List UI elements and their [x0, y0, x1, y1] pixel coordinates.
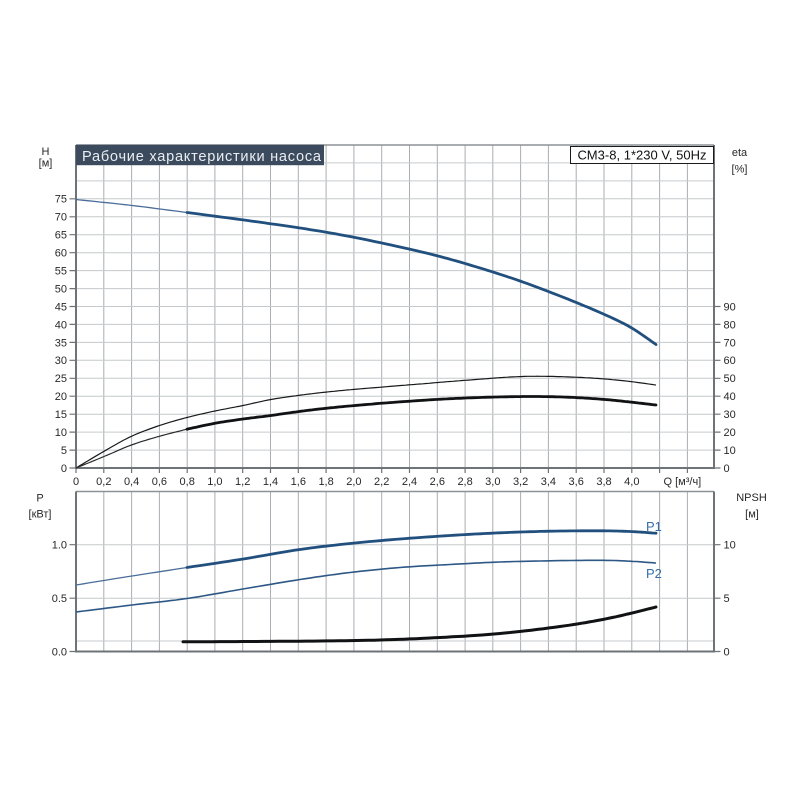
svg-text:90: 90 [724, 301, 736, 313]
svg-text:0.5: 0.5 [52, 593, 67, 605]
svg-text:Q [м³/ч]: Q [м³/ч] [664, 476, 702, 488]
svg-text:[%]: [%] [732, 164, 748, 176]
svg-text:50: 50 [55, 284, 67, 296]
svg-text:0,4: 0,4 [124, 476, 139, 488]
svg-text:[м]: [м] [39, 158, 53, 170]
svg-text:50: 50 [724, 373, 736, 385]
svg-text:25: 25 [55, 373, 67, 385]
svg-text:80: 80 [724, 319, 736, 331]
svg-text:70: 70 [724, 337, 736, 349]
svg-text:1,8: 1,8 [318, 476, 333, 488]
svg-text:20: 20 [55, 391, 67, 403]
svg-text:P: P [36, 493, 43, 505]
svg-text:1,2: 1,2 [235, 476, 250, 488]
svg-text:1,4: 1,4 [263, 476, 278, 488]
svg-text:1.0: 1.0 [52, 540, 67, 552]
svg-text:70: 70 [55, 212, 67, 224]
svg-text:35: 35 [55, 337, 67, 349]
svg-text:1,0: 1,0 [207, 476, 222, 488]
svg-text:4,0: 4,0 [624, 476, 639, 488]
svg-text:65: 65 [55, 230, 67, 242]
svg-text:2,6: 2,6 [430, 476, 445, 488]
svg-text:30: 30 [724, 409, 736, 421]
svg-text:2,0: 2,0 [346, 476, 361, 488]
svg-text:3,4: 3,4 [541, 476, 556, 488]
svg-text:Рабочие характеристики насоса: Рабочие характеристики насоса [82, 149, 322, 165]
svg-text:P1: P1 [646, 519, 662, 534]
svg-text:0: 0 [724, 463, 730, 475]
svg-text:40: 40 [55, 319, 67, 331]
svg-text:0,6: 0,6 [152, 476, 167, 488]
svg-text:75: 75 [55, 194, 67, 206]
svg-text:0,8: 0,8 [180, 476, 195, 488]
svg-text:0.0: 0.0 [52, 646, 67, 658]
svg-text:0,2: 0,2 [96, 476, 111, 488]
svg-text:3,8: 3,8 [596, 476, 611, 488]
svg-text:10: 10 [55, 427, 67, 439]
svg-text:СМ3-8, 1*230 V, 50Hz: СМ3-8, 1*230 V, 50Hz [578, 148, 707, 163]
svg-text:0: 0 [73, 476, 79, 488]
svg-text:2,4: 2,4 [402, 476, 417, 488]
svg-text:0: 0 [724, 646, 730, 658]
svg-text:15: 15 [55, 409, 67, 421]
svg-text:eta: eta [732, 147, 748, 159]
svg-text:40: 40 [724, 391, 736, 403]
svg-text:0: 0 [61, 463, 67, 475]
svg-text:[м]: [м] [745, 509, 759, 521]
svg-text:5: 5 [61, 445, 67, 457]
svg-text:60: 60 [724, 355, 736, 367]
svg-text:2,2: 2,2 [374, 476, 389, 488]
svg-text:NPSH: NPSH [736, 492, 767, 504]
svg-text:10: 10 [724, 540, 736, 552]
svg-text:1,6: 1,6 [291, 476, 306, 488]
svg-text:3,6: 3,6 [569, 476, 584, 488]
svg-text:[кВт]: [кВт] [29, 509, 52, 521]
svg-text:55: 55 [55, 266, 67, 278]
svg-text:10: 10 [724, 445, 736, 457]
svg-text:60: 60 [55, 248, 67, 260]
svg-text:2,8: 2,8 [457, 476, 472, 488]
svg-text:45: 45 [55, 301, 67, 313]
svg-text:30: 30 [55, 355, 67, 367]
svg-text:3,0: 3,0 [485, 476, 500, 488]
svg-text:5: 5 [724, 593, 730, 605]
svg-text:H: H [42, 146, 50, 158]
svg-text:P2: P2 [646, 566, 662, 581]
svg-text:20: 20 [724, 427, 736, 439]
svg-text:3,2: 3,2 [513, 476, 528, 488]
